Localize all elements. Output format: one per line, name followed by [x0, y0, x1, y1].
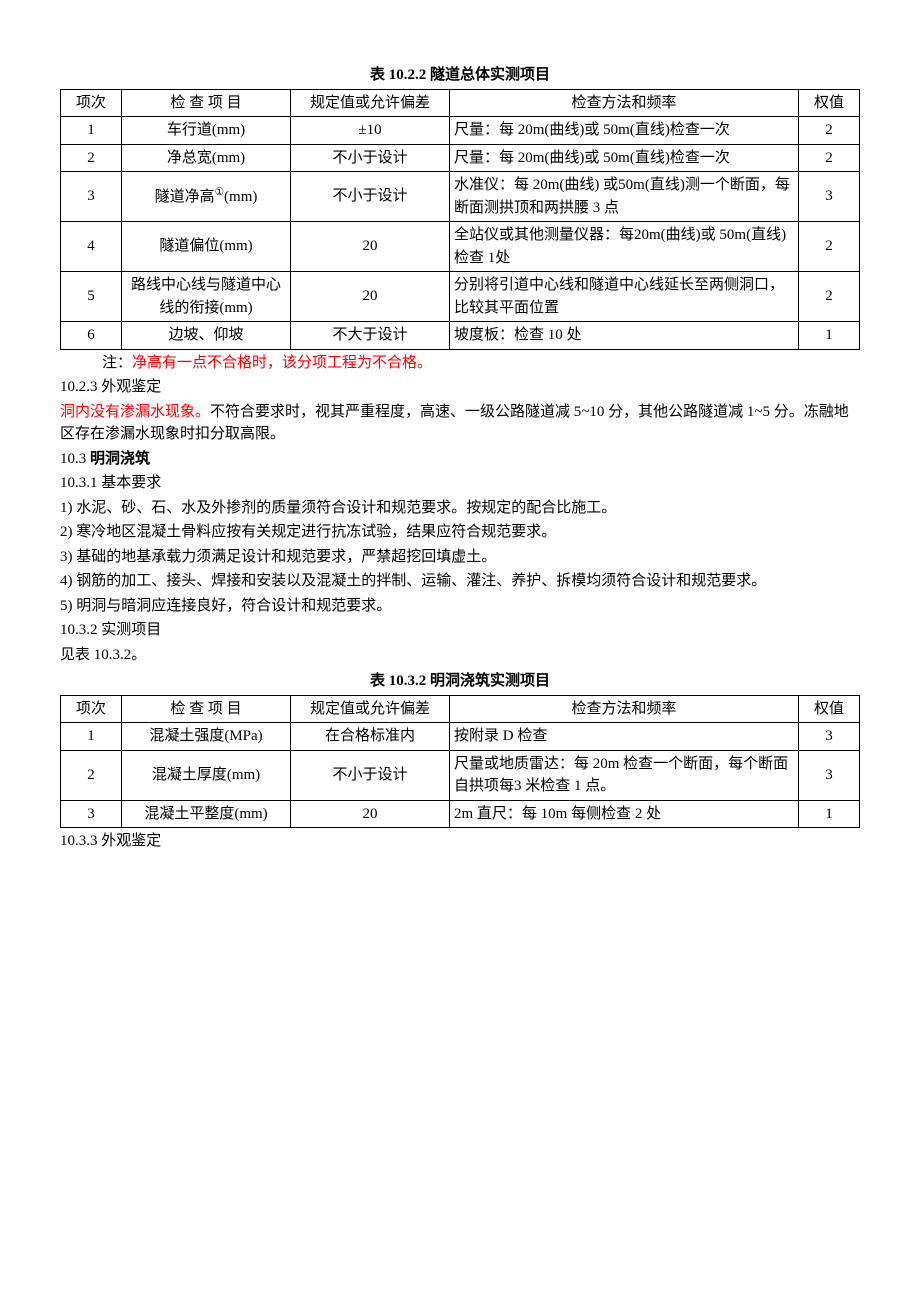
table1: 项次 检 查 项 目 规定值或允许偏差 检查方法和频率 权值 1车行道(mm)±…	[60, 89, 860, 350]
table2-cell: 在合格标准内	[291, 723, 450, 751]
table1-cell: 5	[61, 272, 122, 322]
table1-caption: 表 10.2.2 隧道总体实测项目	[60, 64, 860, 87]
table1-cell: 边坡、仰坡	[122, 322, 291, 350]
table2-cell: 20	[291, 800, 450, 828]
table1-header-weight: 权值	[799, 89, 860, 117]
table1-cell: 3	[61, 172, 122, 222]
table1-cell: 不小于设计	[291, 144, 450, 172]
table2-cell: 2m 直尺：每 10m 每侧检查 2 处	[450, 800, 799, 828]
table1-cell: 分别将引道中心线和隧道中心线延长至两侧洞口，比较其平面位置	[450, 272, 799, 322]
table2-header-row: 项次 检 查 项 目 规定值或允许偏差 检查方法和频率 权值	[61, 695, 860, 723]
table2-header-idx: 项次	[61, 695, 122, 723]
table2-cell: 3	[799, 750, 860, 800]
table1-row: 4隧道偏位(mm)20全站仪或其他测量仪器：每20m(曲线)或 50m(直线)检…	[61, 222, 860, 272]
table1-cell: 2	[799, 272, 860, 322]
table1-header-spec: 规定值或允许偏差	[291, 89, 450, 117]
table1-row: 1车行道(mm)±10尺量：每 20m(曲线)或 50m(直线)检查一次2	[61, 117, 860, 145]
table1-header-idx: 项次	[61, 89, 122, 117]
table1-cell: 2	[799, 144, 860, 172]
table1-cell: 不小于设计	[291, 172, 450, 222]
table2-header-spec: 规定值或允许偏差	[291, 695, 450, 723]
table1-cell: ±10	[291, 117, 450, 145]
heading-10-3-title: 明洞浇筑	[90, 450, 150, 467]
table1-cell: 隧道净高①(mm)	[122, 172, 291, 222]
table1-header-method: 检查方法和频率	[450, 89, 799, 117]
table2-cell: 尺量或地质雷达：每 20m 检查一个断面，每个断面自拱项每3 米检查 1 点。	[450, 750, 799, 800]
table2-cell: 1	[799, 800, 860, 828]
table2-cell: 混凝土强度(MPa)	[122, 723, 291, 751]
table1-cell: 1	[61, 117, 122, 145]
table2-header-weight: 权值	[799, 695, 860, 723]
table1-cell: 4	[61, 222, 122, 272]
table1-cell: 隧道偏位(mm)	[122, 222, 291, 272]
table2-cell: 3	[799, 723, 860, 751]
heading-10-2-3: 10.2.3 外观鉴定	[60, 376, 860, 399]
table1-row: 5路线中心线与隧道中心线的衔接(mm)20分别将引道中心线和隧道中心线延长至两侧…	[61, 272, 860, 322]
table1-header-item: 检 查 项 目	[122, 89, 291, 117]
heading-10-3-2: 10.3.2 实测项目	[60, 619, 860, 642]
table2-cell: 2	[61, 750, 122, 800]
table2-row: 3混凝土平整度(mm)202m 直尺：每 10m 每侧检查 2 处1	[61, 800, 860, 828]
table1-cell: 净总宽(mm)	[122, 144, 291, 172]
table1-cell: 2	[61, 144, 122, 172]
table1-cell: 1	[799, 322, 860, 350]
table1-row: 3隧道净高①(mm)不小于设计水准仪：每 20m(曲线) 或50m(直线)测一个…	[61, 172, 860, 222]
table1-cell: 20	[291, 222, 450, 272]
table1-cell: 不大于设计	[291, 322, 450, 350]
table1-row: 6边坡、仰坡不大于设计坡度板：检查 10 处1	[61, 322, 860, 350]
table2-cell: 混凝土厚度(mm)	[122, 750, 291, 800]
requirement-item: 2) 寒冷地区混凝土骨料应按有关规定进行抗冻试验，结果应符合规范要求。	[60, 521, 860, 544]
table1-cell: 6	[61, 322, 122, 350]
table2-cell: 按附录 D 检查	[450, 723, 799, 751]
heading-10-3-num: 10.3	[60, 451, 90, 467]
table1-cell: 车行道(mm)	[122, 117, 291, 145]
table1-header-row: 项次 检 查 项 目 规定值或允许偏差 检查方法和频率 权值	[61, 89, 860, 117]
table1-cell: 2	[799, 117, 860, 145]
table1-cell: 全站仪或其他测量仪器：每20m(曲线)或 50m(直线)检查 1处	[450, 222, 799, 272]
table2-cell: 1	[61, 723, 122, 751]
table2-caption: 表 10.3.2 明洞浇筑实测项目	[60, 670, 860, 693]
heading-10-3-3: 10.3.3 外观鉴定	[60, 830, 860, 853]
table1-cell: 坡度板：检查 10 处	[450, 322, 799, 350]
table2-row: 2混凝土厚度(mm)不小于设计尺量或地质雷达：每 20m 检查一个断面，每个断面…	[61, 750, 860, 800]
table1-cell: 2	[799, 222, 860, 272]
table2-row: 1混凝土强度(MPa)在合格标准内按附录 D 检查3	[61, 723, 860, 751]
para-10-2-3-red: 洞内没有渗漏水现象。	[60, 404, 210, 420]
table1-note: 注：净高有一点不合格时，该分项工程为不合格。	[60, 352, 860, 375]
requirement-item: 1) 水泥、砂、石、水及外掺剂的质量须符合设计和规范要求。按规定的配合比施工。	[60, 497, 860, 520]
table2-header-method: 检查方法和频率	[450, 695, 799, 723]
see-table-10-3-2: 见表 10.3.2。	[60, 644, 860, 667]
table1-cell: 路线中心线与隧道中心线的衔接(mm)	[122, 272, 291, 322]
table2-cell: 不小于设计	[291, 750, 450, 800]
table1-cell: 尺量：每 20m(曲线)或 50m(直线)检查一次	[450, 117, 799, 145]
requirement-item: 5) 明洞与暗洞应连接良好，符合设计和规范要求。	[60, 595, 860, 618]
table2: 项次 检 查 项 目 规定值或允许偏差 检查方法和频率 权值 1混凝土强度(MP…	[60, 695, 860, 829]
table1-cell: 20	[291, 272, 450, 322]
requirement-item: 4) 钢筋的加工、接头、焊接和安装以及混凝土的拌制、运输、灌注、养护、拆模均须符…	[60, 570, 860, 593]
table1-cell: 3	[799, 172, 860, 222]
table1-row: 2净总宽(mm)不小于设计尺量：每 20m(曲线)或 50m(直线)检查一次2	[61, 144, 860, 172]
para-10-2-3: 洞内没有渗漏水现象。不符合要求时，视其严重程度，高速、一级公路隧道减 5~10 …	[60, 401, 860, 446]
requirement-item: 3) 基础的地基承载力须满足设计和规范要求，严禁超挖回填虚土。	[60, 546, 860, 569]
table1-cell: 水准仪：每 20m(曲线) 或50m(直线)测一个断面，每断面测拱顶和两拱腰 3…	[450, 172, 799, 222]
table2-cell: 混凝土平整度(mm)	[122, 800, 291, 828]
table2-header-item: 检 查 项 目	[122, 695, 291, 723]
table2-cell: 3	[61, 800, 122, 828]
heading-10-3-1: 10.3.1 基本要求	[60, 472, 860, 495]
heading-10-3: 10.3 明洞浇筑	[60, 448, 860, 471]
table1-note-highlight: 净高有一点不合格时，该分项工程为不合格。	[132, 355, 432, 371]
table1-cell: 尺量：每 20m(曲线)或 50m(直线)检查一次	[450, 144, 799, 172]
table1-note-prefix: 注：	[102, 355, 132, 371]
